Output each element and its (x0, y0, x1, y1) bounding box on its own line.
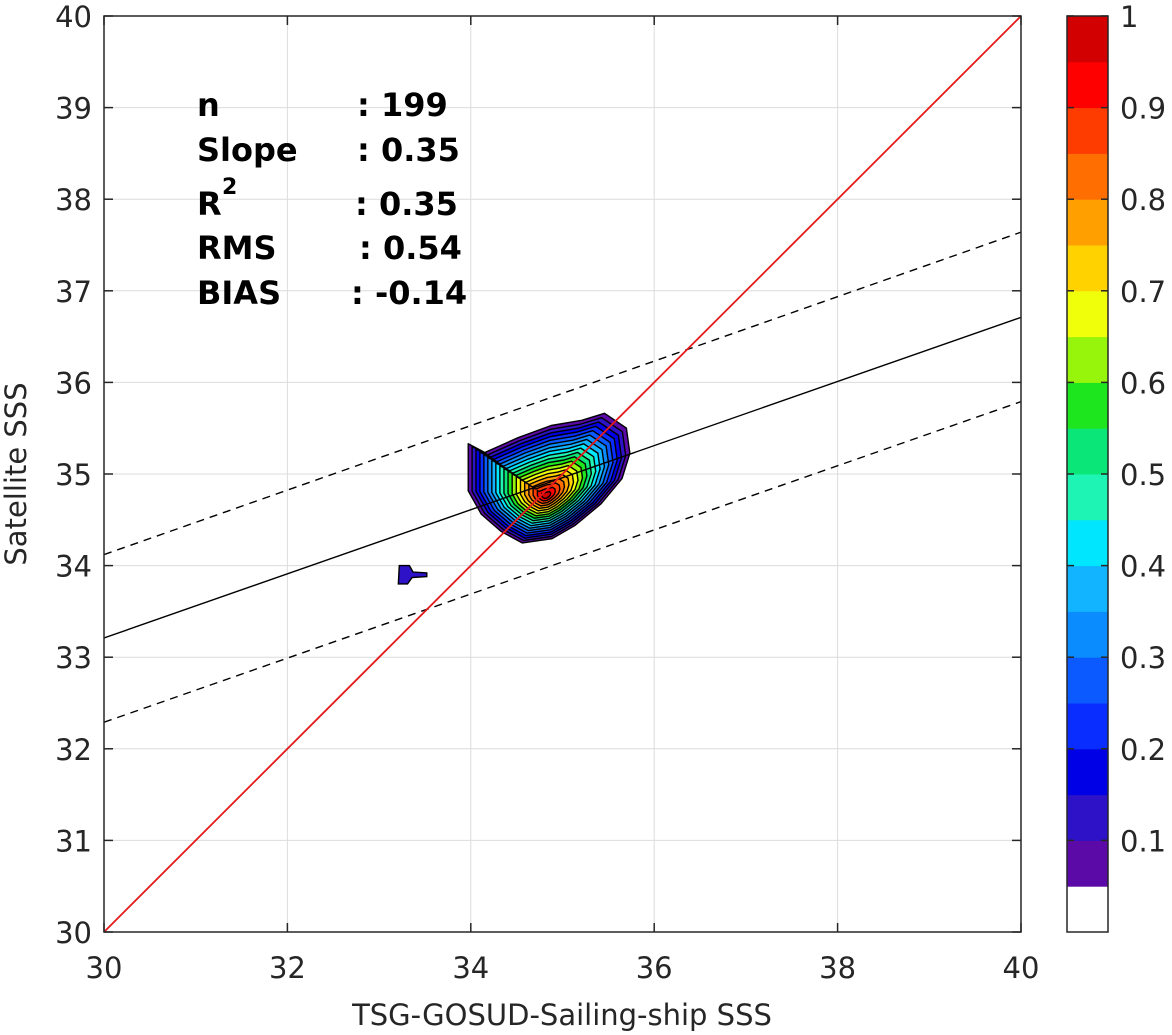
colorbar-segment (1067, 382, 1108, 429)
stat-value-rms: : 0.54 (359, 229, 462, 267)
y-tick-label: 36 (55, 366, 92, 400)
colorbar-segment (1067, 703, 1108, 750)
colorbar-tick-label: 0.7 (1120, 275, 1166, 309)
colorbar-tick-label: 1 (1120, 0, 1138, 34)
colorbar-segment (1067, 428, 1108, 475)
colorbar-tick-label: 0.2 (1120, 733, 1166, 767)
y-tick-label: 35 (55, 458, 92, 492)
colorbar-segment (1067, 61, 1108, 109)
colorbar-segment (1067, 519, 1108, 567)
regression-line (104, 316, 1021, 639)
colorbar-segment (1067, 565, 1108, 612)
stats-box: n : 199 Slope : 0.35 R 2 : 0.35 RMS : 0.… (197, 86, 467, 312)
colorbar-segment (1067, 107, 1108, 154)
secondary-density-blob (397, 564, 428, 585)
y-tick-label: 32 (55, 733, 92, 767)
y-tick-label: 30 (55, 916, 92, 950)
x-tick-label: 36 (636, 951, 673, 985)
x-axis-title: TSG-GOSUD-Sailing-ship SSS (351, 998, 772, 1032)
grid-lines (103, 15, 1022, 933)
y-tick-label: 40 (55, 0, 92, 34)
colorbar-tick-label: 0.5 (1120, 458, 1166, 492)
y-tick-label: 37 (55, 275, 92, 309)
x-tick-labels: 30 32 34 36 38 40 (86, 951, 1040, 985)
y-tick-label: 34 (55, 550, 92, 584)
colorbar-tick-label: 0.6 (1120, 366, 1166, 400)
axis-ticks (103, 15, 1022, 933)
colorbar-segment (1067, 199, 1108, 246)
x-tick-label: 32 (269, 951, 306, 985)
colorbar-segment (1067, 657, 1108, 704)
y-tick-label: 31 (55, 824, 92, 858)
stat-label-rms: RMS (197, 229, 277, 267)
colorbar-segment (1067, 153, 1108, 200)
colorbar-segment (1067, 336, 1108, 383)
colorbar-segment (1067, 886, 1108, 933)
stat-label-r2-superscript: 2 (222, 175, 237, 200)
y-tick-label: 38 (55, 183, 92, 217)
colorbar-tick-label: 0.9 (1120, 92, 1166, 126)
fit-lines (104, 16, 1021, 932)
colorbar-tick-label: 0.8 (1120, 183, 1166, 217)
x-tick-label: 34 (452, 951, 489, 985)
colorbar-segment (1067, 611, 1108, 658)
y-tick-label: 39 (55, 92, 92, 126)
stat-value-r2: : 0.35 (355, 185, 458, 223)
colorbar-segment (1067, 794, 1108, 841)
y-tick-labels: 30 31 32 33 34 35 36 37 38 39 40 (55, 0, 92, 950)
identity-line (104, 16, 1021, 932)
stat-value-bias: : -0.14 (351, 274, 467, 312)
stat-label-bias: BIAS (197, 274, 281, 312)
colorbar-segment (1067, 245, 1108, 292)
stat-value-n: : 199 (357, 86, 448, 124)
colorbar-tick-label: 0.4 (1120, 550, 1166, 584)
y-tick-label: 33 (55, 641, 92, 675)
colorbar-segment (1067, 748, 1108, 796)
x-tick-label: 40 (1003, 951, 1040, 985)
colorbar-segment (1067, 474, 1108, 521)
colorbar-segment (1067, 16, 1108, 63)
colorbar-tick-label: 0.3 (1120, 641, 1166, 675)
stat-label-n: n (197, 86, 220, 124)
y-axis-title: Satellite SSS (0, 382, 33, 565)
x-tick-label: 38 (819, 951, 856, 985)
x-tick-label: 30 (86, 951, 123, 985)
lower-bound-line (104, 400, 1021, 723)
colorbar: 0.1 0.2 0.3 0.4 0.5 0.6 0.7 0.8 0.9 1 (1066, 0, 1166, 933)
colorbar-tick-label: 0.1 (1120, 824, 1166, 858)
colorbar-segment (1067, 840, 1108, 887)
colorbar-segment (1067, 290, 1108, 338)
stat-label-slope: Slope (197, 131, 298, 169)
stat-label-r2: R (197, 185, 222, 223)
stat-value-slope: : 0.35 (357, 131, 460, 169)
